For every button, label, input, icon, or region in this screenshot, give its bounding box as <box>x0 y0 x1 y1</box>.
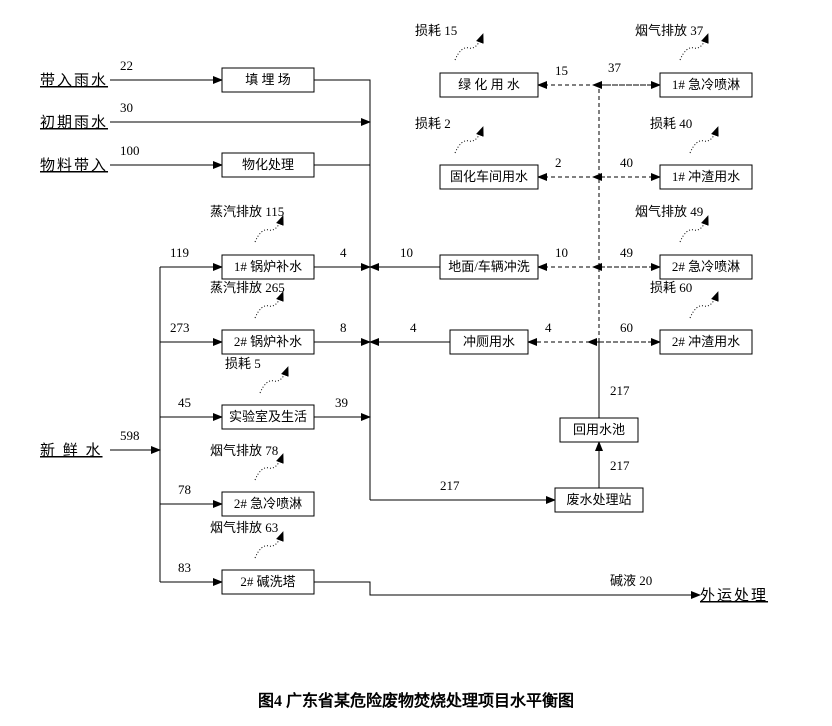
edge-value-e-floor-to-bus: 10 <box>400 245 413 260</box>
edge-e-landfill-bus <box>314 80 370 122</box>
edge-value-e-toilet-to-bus: 4 <box>410 320 417 335</box>
edge-value-e-to-quench2l: 78 <box>178 482 191 497</box>
emission-arrow-em-steam265 <box>255 292 283 318</box>
edge-value-e-to-boiler1: 119 <box>170 245 189 260</box>
source-fresh-water: 新 鲜 水 <box>40 442 103 459</box>
emission-label-em-loss5: 损耗 5 <box>225 356 261 371</box>
box-label-landfill: 填 埋 场 <box>245 72 291 87</box>
emissions: 损耗 15 烟气排放 37 损耗 2 损耗 40 蒸汽排放 115 烟气排放 49 蒸汽排放… <box>210 23 718 558</box>
box-label-slag2: 2# 冲渣用水 <box>672 334 740 349</box>
solid-edges: 22 30 100 598 119 273 45 78 83 4 8 39 10 4 217 217 217 碱液… <box>110 58 700 595</box>
dash-value-d-up-to-slag1: 40 <box>620 155 633 170</box>
box-label-boiler2: 2# 锅炉补水 <box>234 334 302 349</box>
box-label-quench2-r: 2# 急冷喷淋 <box>672 259 740 274</box>
emission-arrow-em-loss5 <box>260 367 288 393</box>
box-label-lab-life: 实验室及生活 <box>229 409 307 424</box>
dash-value-d-quench2r-to-floor: 10 <box>555 245 568 260</box>
emission-label-em-loss60: 损耗 60 <box>650 280 692 295</box>
emission-label-em-loss2: 损耗 2 <box>415 116 451 131</box>
edge-value-e-rain-landfill: 22 <box>120 58 133 73</box>
edge-value-e-reuse-up: 217 <box>610 383 630 398</box>
sink-export: 外运处理 <box>700 587 768 604</box>
edge-e-solidify-bus <box>314 122 370 165</box>
water-balance-diagram: 22 30 100 598 119 273 45 78 83 4 8 39 10 4 217 217 217 碱液… <box>0 0 832 726</box>
edge-value-e-initrain-bus: 30 <box>120 100 133 115</box>
box-label-slag1: 1# 冲渣用水 <box>672 169 740 184</box>
emission-label-em-flue49: 烟气排放 49 <box>635 204 703 219</box>
box-label-floor-wash: 地面/车辆冲洗 <box>448 259 530 274</box>
box-label-quench2-l: 2# 急冷喷淋 <box>234 496 302 511</box>
dash-value-d-reuse-to-slag2: 60 <box>620 320 633 335</box>
source-initial-rain: 初期雨水 <box>40 114 108 131</box>
emission-label-em-loss40: 损耗 40 <box>650 116 692 131</box>
emission-label-em-loss15: 损耗 15 <box>415 23 457 38</box>
emission-arrow-em-flue63 <box>255 532 283 558</box>
box-label-cure-water: 固化车间用水 <box>450 169 528 184</box>
emission-label-em-flue37: 烟气排放 37 <box>635 23 704 38</box>
dashed-edges: 60 4 49 10 40 2 37 15 <box>528 60 660 342</box>
emission-arrow-em-steam115 <box>255 216 283 242</box>
dash-value-d-up-to-quench1r: 37 <box>608 60 622 75</box>
box-label-reuse-pool: 回用水池 <box>573 422 625 437</box>
dash-value-d-slag2-to-toilet: 4 <box>545 320 552 335</box>
edge-value-e-to-lab: 45 <box>178 395 191 410</box>
emission-arrow-em-flue49 <box>680 216 708 242</box>
dash-value-d-slag1-to-cure: 2 <box>555 155 562 170</box>
emission-arrow-em-loss40 <box>690 127 718 153</box>
emission-arrow-em-loss2 <box>455 127 483 153</box>
box-label-greening: 绿 化 用 水 <box>458 77 520 92</box>
source-material-in: 物料带入 <box>40 157 108 174</box>
box-label-alkali-tower: 2# 碱洗塔 <box>240 574 295 589</box>
edge-value-e-lab-bus: 39 <box>335 395 348 410</box>
dash-value-d-quench1r-to-green: 15 <box>555 63 568 78</box>
edge-value-e-fresh-trunk: 598 <box>120 428 140 443</box>
box-label-solidify: 物化处理 <box>242 157 294 172</box>
dash-value-d-up-to-quench2r: 49 <box>620 245 633 260</box>
emission-label-em-flue63: 烟气排放 63 <box>210 520 278 535</box>
edge-value-e-to-alkali: 83 <box>178 560 191 575</box>
sources-sinks: 带入雨水初期雨水物料带入新 鲜 水外运处理 <box>40 72 768 604</box>
edge-value-e-boiler1-bus: 4 <box>340 245 347 260</box>
process-boxes: 填 埋 场物化处理 1# 锅炉补水 2# 锅炉补水实验室及生活 2# 急冷喷淋 2# 碱… <box>222 68 752 594</box>
emission-arrow-em-loss15 <box>455 34 483 60</box>
edge-value-e-material-solid: 100 <box>120 143 140 158</box>
edge-value-e-bus-to-waste: 217 <box>440 478 460 493</box>
edge-value-e-to-boiler2: 273 <box>170 320 190 335</box>
edge-value-e-alkali-export: 碱液 20 <box>610 573 652 588</box>
figure-caption: 图4 广东省某危险废物焚烧处理项目水平衡图 <box>258 691 574 710</box>
emission-label-em-steam115: 蒸汽排放 115 <box>210 204 284 219</box>
emission-label-em-steam265: 蒸汽排放 265 <box>210 280 285 295</box>
box-label-quench1-r: 1# 急冷喷淋 <box>672 77 740 92</box>
emission-label-em-flue78: 烟气排放 78 <box>210 443 278 458</box>
edge-value-e-waste-to-reuse: 217 <box>610 458 630 473</box>
source-rain-in: 带入雨水 <box>40 72 108 89</box>
box-label-toilet: 冲厕用水 <box>463 334 515 349</box>
box-label-waste-station: 废水处理站 <box>566 492 631 507</box>
emission-arrow-em-loss60 <box>690 292 718 318</box>
edge-value-e-boiler2-bus: 8 <box>340 320 347 335</box>
box-label-boiler1: 1# 锅炉补水 <box>234 259 302 274</box>
